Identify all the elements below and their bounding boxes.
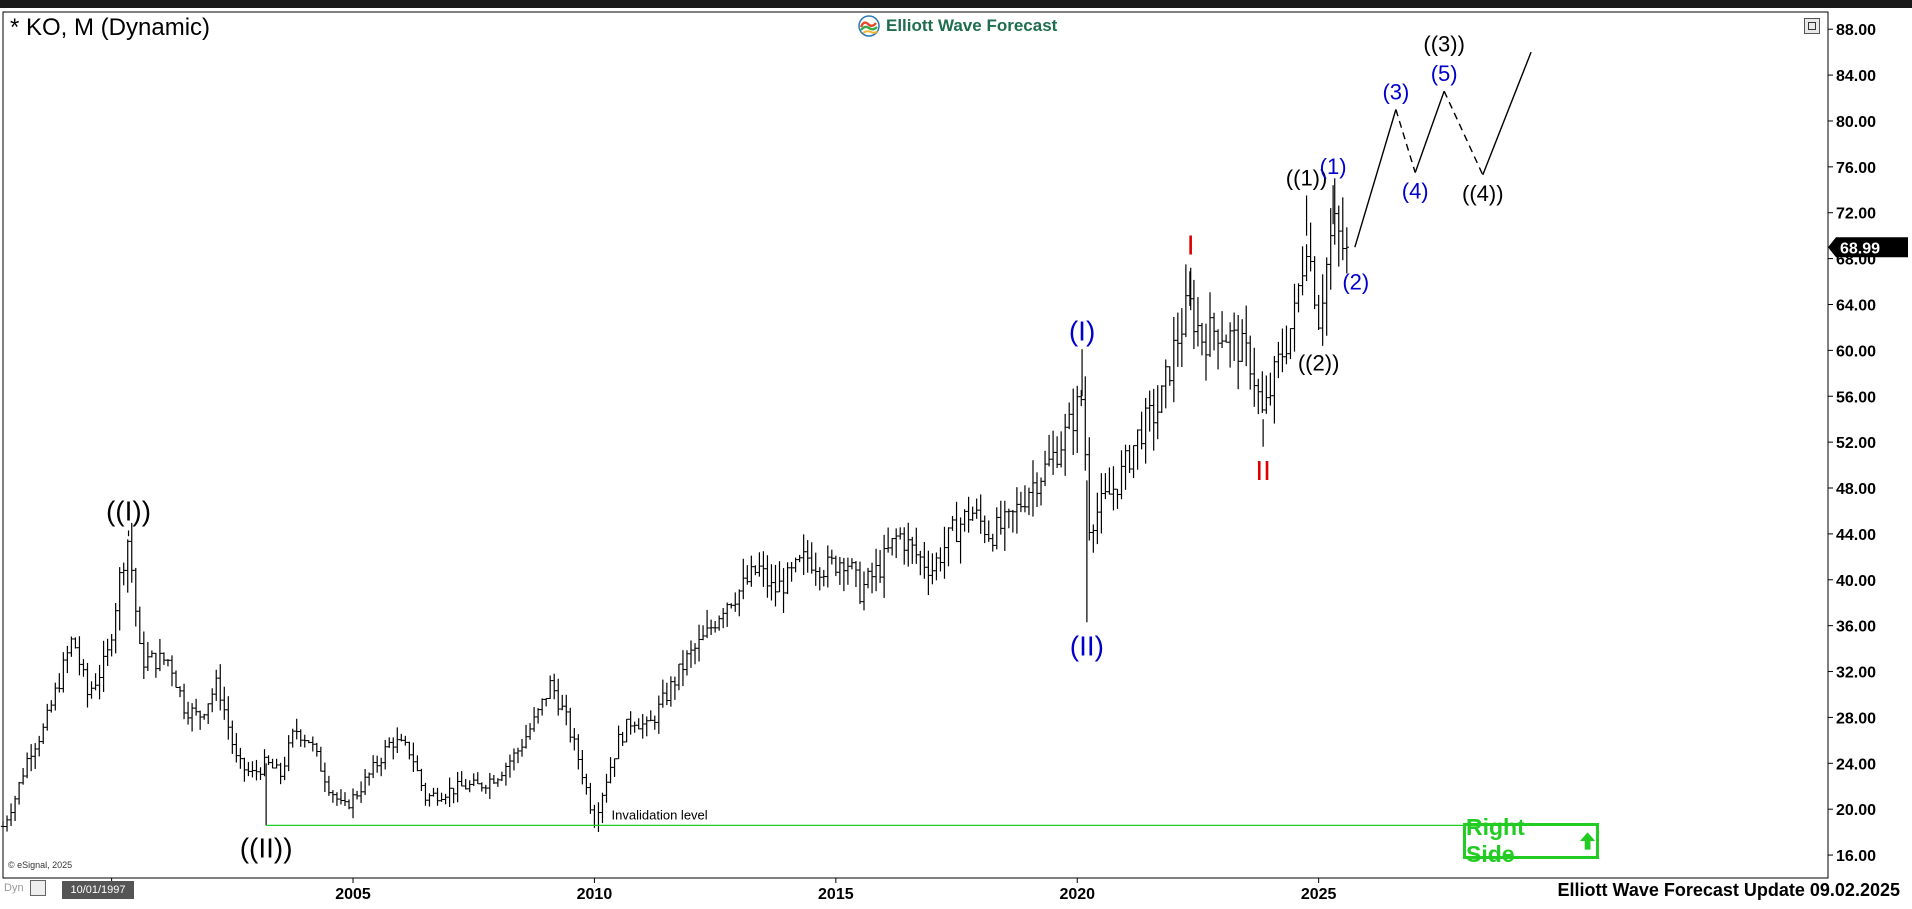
wave-label: (II) <box>1070 630 1104 661</box>
wave-label: ((3)) <box>1423 31 1465 56</box>
y-tick-label: 28.00 <box>1836 710 1876 727</box>
esignal-copyright: © eSignal, 2025 <box>8 860 73 870</box>
y-tick-label: 48.00 <box>1836 481 1876 498</box>
wave-label: ((1)) <box>1286 166 1328 191</box>
x-tick-label: 2025 <box>1301 886 1337 903</box>
window-top-bar <box>0 0 1912 8</box>
y-tick-label: 72.00 <box>1836 206 1876 223</box>
y-tick-label: 88.00 <box>1836 22 1876 39</box>
restore-window-icon[interactable] <box>1804 18 1820 34</box>
chart-title: * KO, M (Dynamic) <box>10 14 211 41</box>
x-tick-label: 2010 <box>577 886 613 903</box>
y-tick-label: 76.00 <box>1836 160 1876 177</box>
last-price-box <box>1828 237 1908 258</box>
y-tick-label: 44.00 <box>1836 527 1876 544</box>
last-price-label: 68.99 <box>1840 240 1880 257</box>
brand-name: Elliott Wave Forecast <box>886 16 1058 35</box>
y-tick-label: 32.00 <box>1836 665 1876 682</box>
y-tick-label: 56.00 <box>1836 389 1876 406</box>
wave-label: II <box>1255 455 1271 486</box>
plot-border <box>2 11 1829 879</box>
y-tick-label: 84.00 <box>1836 68 1876 85</box>
y-tick-label: 64.00 <box>1836 297 1876 314</box>
dyn-label[interactable]: Dyn <box>4 882 24 894</box>
y-tick-label: 80.00 <box>1836 114 1876 131</box>
wave-label: (5) <box>1431 61 1458 86</box>
brand-logo: Elliott Wave Forecast <box>858 13 1057 39</box>
y-tick-label: 16.00 <box>1836 848 1876 865</box>
x-tick-label: 2020 <box>1059 886 1095 903</box>
wave-label: ((4)) <box>1462 181 1504 206</box>
wave-projection <box>1354 51 1532 248</box>
wave-label: (2) <box>1342 270 1369 295</box>
y-tick-label: 40.00 <box>1836 573 1876 590</box>
x-tick-label: 2005 <box>335 886 371 903</box>
cursor-date-box: 10/01/1997 <box>62 881 134 899</box>
invalidation-label: Invalidation level <box>612 807 708 822</box>
wave-label: (I) <box>1069 315 1095 346</box>
projection-solid-line <box>1414 90 1445 173</box>
right-side-badge: Right Side <box>1463 814 1599 867</box>
x-tick-label: 2015 <box>818 886 854 903</box>
wave-logo-icon <box>858 15 880 37</box>
wave-label: (1) <box>1320 154 1347 179</box>
price-axis: 88.0084.0080.0076.0072.0068.0064.0060.00… <box>1828 22 1908 865</box>
wave-label: (4) <box>1402 179 1429 204</box>
dyn-toggle-icon[interactable] <box>30 880 46 896</box>
y-tick-label: 60.00 <box>1836 343 1876 360</box>
update-credit: Elliott Wave Forecast Update 09.02.2025 <box>1557 880 1900 900</box>
y-tick-label: 20.00 <box>1836 802 1876 819</box>
wave-label: ((II)) <box>240 832 293 863</box>
wave-label: ((I)) <box>106 495 151 526</box>
projection-dashed-line <box>1443 90 1484 176</box>
y-tick-label: 52.00 <box>1836 435 1876 452</box>
projection-solid-line <box>1482 51 1532 176</box>
wave-label: I <box>1187 229 1195 260</box>
invalidation-level: Invalidation level18.59 <box>266 807 1508 833</box>
y-tick-label: 36.00 <box>1836 619 1876 636</box>
right-side-label: Right Side <box>1466 814 1525 867</box>
projection-solid-line <box>1354 109 1397 248</box>
wave-labels: ((I))((II))(I)(II)III((1))(1)((2))(2)(3)… <box>106 31 1504 863</box>
wave-label: ((2)) <box>1298 351 1340 376</box>
projection-dashed-line <box>1395 109 1416 173</box>
up-arrow-icon <box>1579 832 1596 850</box>
time-axis: 200020052010201520202025 <box>94 878 1337 903</box>
y-tick-label: 24.00 <box>1836 756 1876 773</box>
price-bars <box>0 178 1350 832</box>
wave-label: (3) <box>1382 79 1409 104</box>
